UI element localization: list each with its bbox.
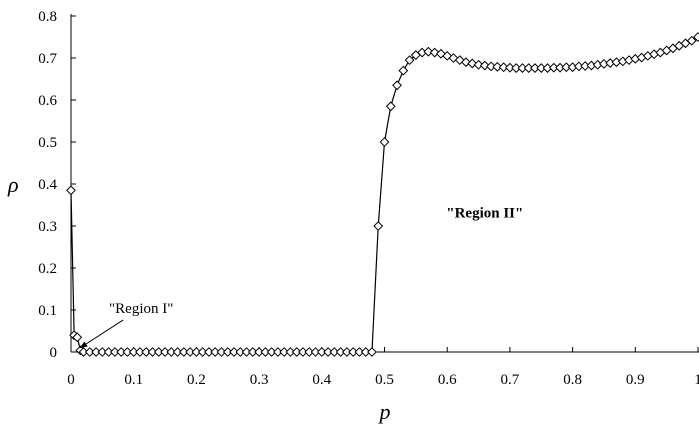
- y-tick-label: 0.3: [38, 219, 57, 235]
- data-point: [398, 65, 409, 76]
- y-tick-label: 0.5: [38, 135, 57, 151]
- y-tick-label: 0.7: [38, 51, 57, 67]
- y-tick-label: 0.2: [38, 261, 57, 277]
- region-i-arrow: [79, 319, 124, 349]
- x-tick-label: 0.4: [312, 372, 331, 388]
- y-tick-label: 0.1: [38, 303, 57, 319]
- data-point: [467, 58, 478, 69]
- data-point: [498, 62, 509, 73]
- data-point: [486, 61, 496, 72]
- x-tick-label: 0.1: [124, 372, 143, 388]
- data-point: [436, 48, 446, 59]
- y-tick-label: 0.4: [38, 177, 57, 193]
- data-point: [379, 137, 390, 147]
- x-tick-label: 0.2: [187, 372, 206, 388]
- x-tick-label: 0.9: [626, 372, 645, 388]
- x-tick-label: 0.5: [375, 372, 394, 388]
- y-tick-label: 0.8: [38, 9, 57, 25]
- x-tick-label: 0.6: [438, 372, 457, 388]
- y-tick-label: 0.6: [38, 93, 57, 109]
- data-point: [473, 59, 484, 70]
- x-axis-title: p: [378, 399, 391, 424]
- y-axis-title: ρ: [7, 172, 19, 197]
- data-point: [367, 347, 377, 357]
- data-point: [686, 35, 697, 46]
- data-point: [504, 62, 515, 73]
- x-tick-label: 0.3: [250, 372, 269, 388]
- x-tick-label: 1: [694, 372, 699, 388]
- data-point: [479, 60, 490, 71]
- data-point: [461, 57, 471, 68]
- y-tick-label: 0: [50, 345, 58, 361]
- data-point: [385, 101, 396, 112]
- x-tick-label: 0.7: [501, 372, 520, 388]
- data-point: [392, 80, 402, 91]
- annotation-region-ii: "Region II": [446, 206, 523, 222]
- x-tick-label: 0: [67, 372, 75, 388]
- data-point: [404, 55, 415, 66]
- annotation-region-i: "Region I": [109, 301, 173, 317]
- data-point: [72, 332, 83, 343]
- data-point: [373, 221, 384, 231]
- data-point: [423, 46, 434, 57]
- data-point: [693, 32, 699, 42]
- data-point: [492, 61, 503, 72]
- data-point: [429, 47, 440, 58]
- data-point: [66, 185, 76, 196]
- x-tick-label: 0.8: [563, 372, 582, 388]
